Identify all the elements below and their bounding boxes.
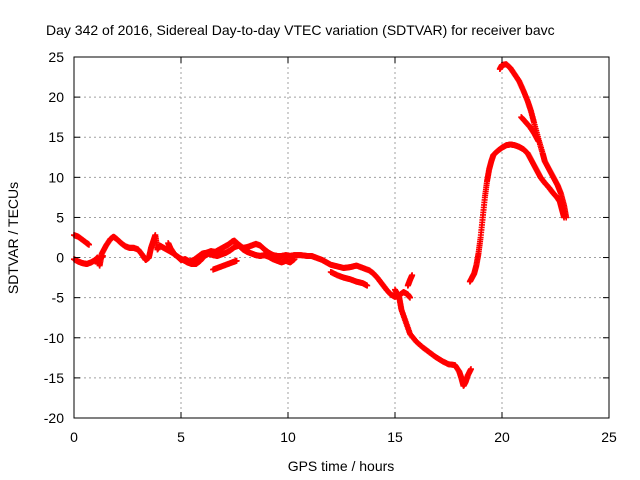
series-arc-6 [327, 268, 371, 289]
data-point [233, 257, 240, 264]
x-axis-title: GPS time / hours [288, 458, 395, 474]
y-tick-label: -15 [44, 370, 64, 386]
chart-title: Day 342 of 2016, Sidereal Day-to-day VTE… [46, 22, 555, 38]
series-arc-4 [165, 240, 298, 267]
x-tick-label: 25 [601, 429, 617, 445]
series-arc-5 [210, 257, 240, 273]
data-point [85, 241, 92, 248]
y-tick-label: 20 [48, 89, 64, 105]
data-point [99, 252, 106, 259]
tick-layer: 0 5 10 15 20 25 -20 -15 -10 -5 0 5 10 15 20 25 [44, 49, 617, 445]
data-layer [71, 61, 570, 389]
data-point [409, 272, 416, 279]
x-tick-label: 20 [494, 429, 510, 445]
y-tick-label: -10 [44, 330, 64, 346]
series-arc-1 [71, 232, 92, 248]
y-tick-label: 15 [48, 129, 64, 145]
y-axis-title: SDTVAR / TECUs [5, 182, 21, 294]
y-tick-label: 25 [48, 49, 64, 65]
x-tick-label: 10 [280, 429, 296, 445]
series-arc-8 [404, 272, 416, 289]
y-tick-label: -5 [52, 290, 65, 306]
x-tick-label: 15 [387, 429, 403, 445]
data-point [535, 138, 542, 145]
y-tick-label: 0 [56, 250, 64, 266]
data-point [467, 366, 474, 373]
data-point [364, 282, 371, 289]
data-point [406, 294, 413, 301]
data-point [563, 214, 570, 221]
x-tick-label: 0 [70, 429, 78, 445]
plot-frame [73, 56, 610, 419]
series-arc-10 [496, 61, 570, 221]
grid-layer [74, 57, 609, 418]
y-tick-label: 5 [56, 209, 64, 225]
data-point [291, 256, 298, 263]
series-arc-3 [92, 252, 106, 265]
y-tick-label: -20 [44, 410, 64, 426]
series-arc-7 [392, 286, 474, 389]
x-tick-label: 5 [177, 429, 185, 445]
series-arc-9 [466, 141, 568, 285]
series-arc-2 [71, 232, 413, 301]
series-arc-11 [518, 114, 542, 145]
y-tick-label: 10 [48, 169, 64, 185]
